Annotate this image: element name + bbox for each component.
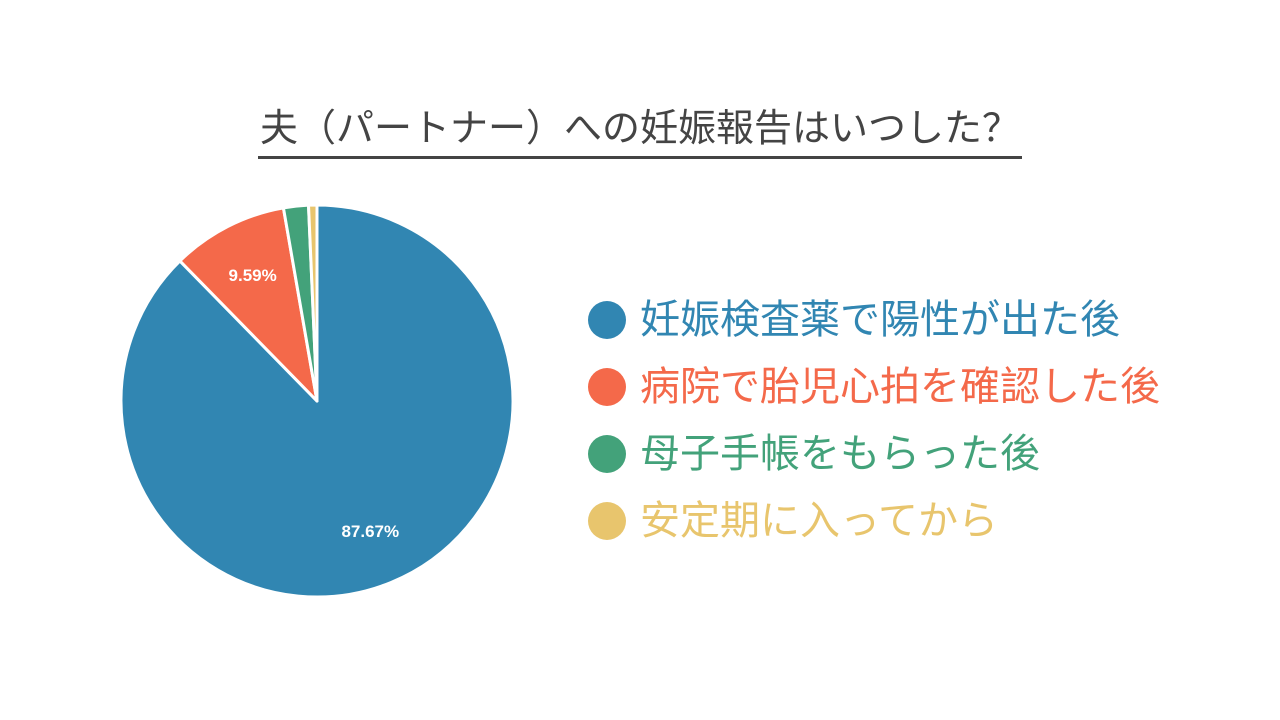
- legend-item-pregnancy-test: 妊娠検査薬で陽性が出た後: [588, 286, 1160, 353]
- pie-slice-heartbeat: [178, 206, 319, 403]
- pie-slice-stable-period: [307, 203, 319, 403]
- legend-swatch: [588, 501, 626, 540]
- legend-item-heartbeat: 病院で胎児心拍を確認した後: [588, 353, 1160, 420]
- legend-swatch: [588, 300, 626, 339]
- legend: 妊娠検査薬で陽性が出た後 病院で胎児心拍を確認した後 母子手帳をもらった後 安定…: [588, 286, 1160, 554]
- pie-data-label: 9.59%: [229, 266, 277, 285]
- legend-swatch: [588, 367, 626, 406]
- chart-title-text: 夫（パートナー）への妊娠報告はいつした？: [257, 100, 1022, 159]
- legend-label: 母子手帳をもらった後: [640, 430, 1040, 477]
- legend-item-mother-child-handbook: 母子手帳をもらった後: [588, 420, 1160, 487]
- legend-label: 病院で胎児心拍を確認した後: [640, 363, 1160, 410]
- legend-swatch: [588, 434, 626, 473]
- chart-title: 夫（パートナー）への妊娠報告はいつした？: [0, 100, 1280, 159]
- legend-label: 妊娠検査薬で陽性が出た後: [640, 296, 1120, 343]
- legend-label: 安定期に入ってから: [640, 497, 998, 544]
- pie-data-label: 87.67%: [341, 522, 399, 541]
- legend-item-stable-period: 安定期に入ってから: [588, 487, 1160, 554]
